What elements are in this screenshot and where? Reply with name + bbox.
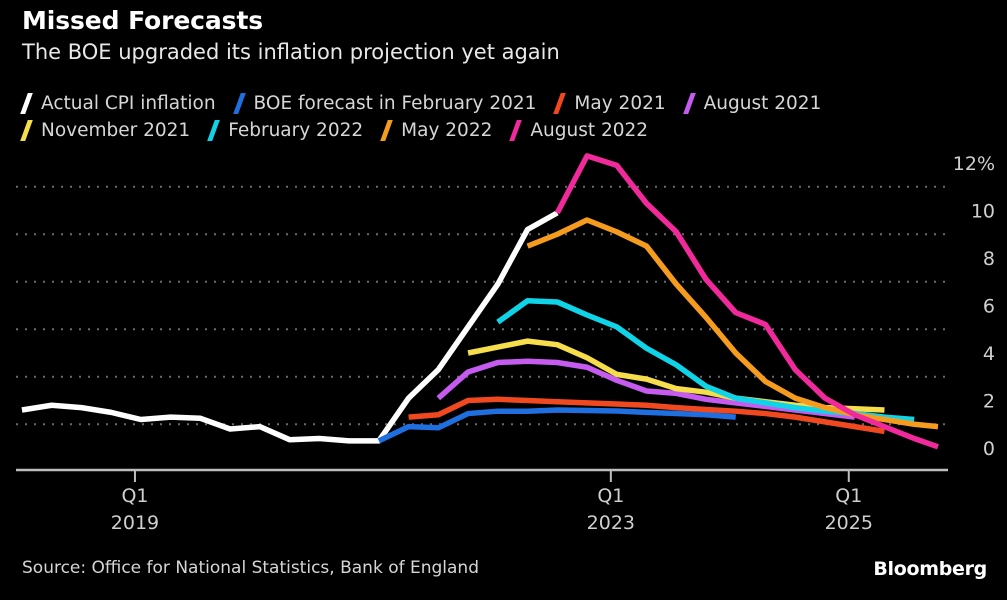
- bloomberg-logo: Bloomberg: [873, 558, 987, 580]
- x-tick-label-quarter: Q1: [597, 485, 624, 507]
- legend-swatch-icon-feb2022: [207, 120, 222, 141]
- series-line-aug2022: [554, 153, 939, 450]
- x-tick-label-quarter: Q1: [835, 485, 862, 507]
- x-tick-label-year: 2025: [825, 512, 873, 534]
- y-tick-label: 10: [971, 201, 995, 223]
- gridlines: [16, 185, 948, 426]
- x-axis: Q1 2019 Q1 2023 Q1 2025: [16, 468, 948, 534]
- series-line-aug2021: [436, 358, 856, 420]
- series-line-may2022: [526, 217, 939, 430]
- legend-item-may2021[interactable]: May 2021: [553, 92, 666, 114]
- legend-item-actual[interactable]: Actual CPI inflation: [20, 92, 216, 114]
- x-tick-label-year: 2023: [587, 512, 635, 534]
- legend-item-nov2021[interactable]: November 2021: [20, 119, 191, 141]
- series-line-may2021: [408, 396, 885, 435]
- legend-swatch-icon-actual: [20, 93, 35, 114]
- legend-row: November 2021 February 2022 May 2022 August…: [20, 117, 990, 144]
- series-group: [21, 153, 939, 450]
- y-tick-label: 12%: [953, 153, 995, 175]
- legend-label: August 2022: [530, 119, 649, 141]
- legend-item-may2022[interactable]: May 2022: [380, 119, 493, 141]
- y-tick-label: 2: [983, 391, 995, 413]
- legend-swatch-icon-aug2022: [509, 120, 524, 141]
- y-tick-label: 8: [983, 248, 995, 270]
- y-tick-label: 6: [983, 296, 995, 318]
- series-line-feb2022: [496, 298, 915, 423]
- series-line-nov2021: [467, 338, 885, 413]
- series-line-actual: [21, 210, 559, 444]
- legend-swatch-icon-may2022: [380, 120, 395, 141]
- legend-item-feb2022[interactable]: February 2022: [207, 119, 364, 141]
- chart-header: Missed Forecasts The BOE upgraded its in…: [22, 6, 982, 66]
- legend-item-aug2022[interactable]: August 2022: [509, 119, 649, 141]
- legend-label: May 2021: [574, 92, 666, 114]
- x-tick-label-year: 2019: [111, 512, 159, 534]
- legend-label: May 2022: [401, 119, 493, 141]
- legend-label: November 2021: [41, 119, 191, 141]
- legend-swatch-icon-may2021: [553, 93, 568, 114]
- chart-legend: Actual CPI inflation BOE forecast in Febr…: [20, 90, 990, 144]
- legend-item-feb2021[interactable]: BOE forecast in February 2021: [232, 92, 537, 114]
- y-tick-label: 4: [983, 343, 995, 365]
- legend-swatch-icon-aug2021: [682, 93, 698, 114]
- legend-item-aug2021[interactable]: August 2021: [682, 92, 822, 114]
- legend-swatch-icon-feb2021: [232, 93, 248, 114]
- legend-label: August 2021: [703, 92, 822, 114]
- y-tick-label: 0: [983, 438, 995, 460]
- page-title: Missed Forecasts: [22, 6, 264, 35]
- legend-swatch-icon-nov2021: [20, 120, 35, 141]
- source-note: Source: Office for National Statistics, …: [22, 558, 479, 578]
- legend-label: BOE forecast in February 2021: [253, 92, 537, 114]
- y-axis-labels: 0 2 4 6 8 10 12%: [953, 153, 995, 460]
- x-tick-label-quarter: Q1: [121, 485, 148, 507]
- legend-label: Actual CPI inflation: [41, 92, 216, 114]
- page-subtitle: The BOE upgraded its inflation projectio…: [22, 40, 560, 64]
- legend-label: February 2022: [228, 119, 364, 141]
- legend-row: Actual CPI inflation BOE forecast in Febr…: [20, 90, 990, 117]
- series-line-feb2021: [377, 407, 736, 444]
